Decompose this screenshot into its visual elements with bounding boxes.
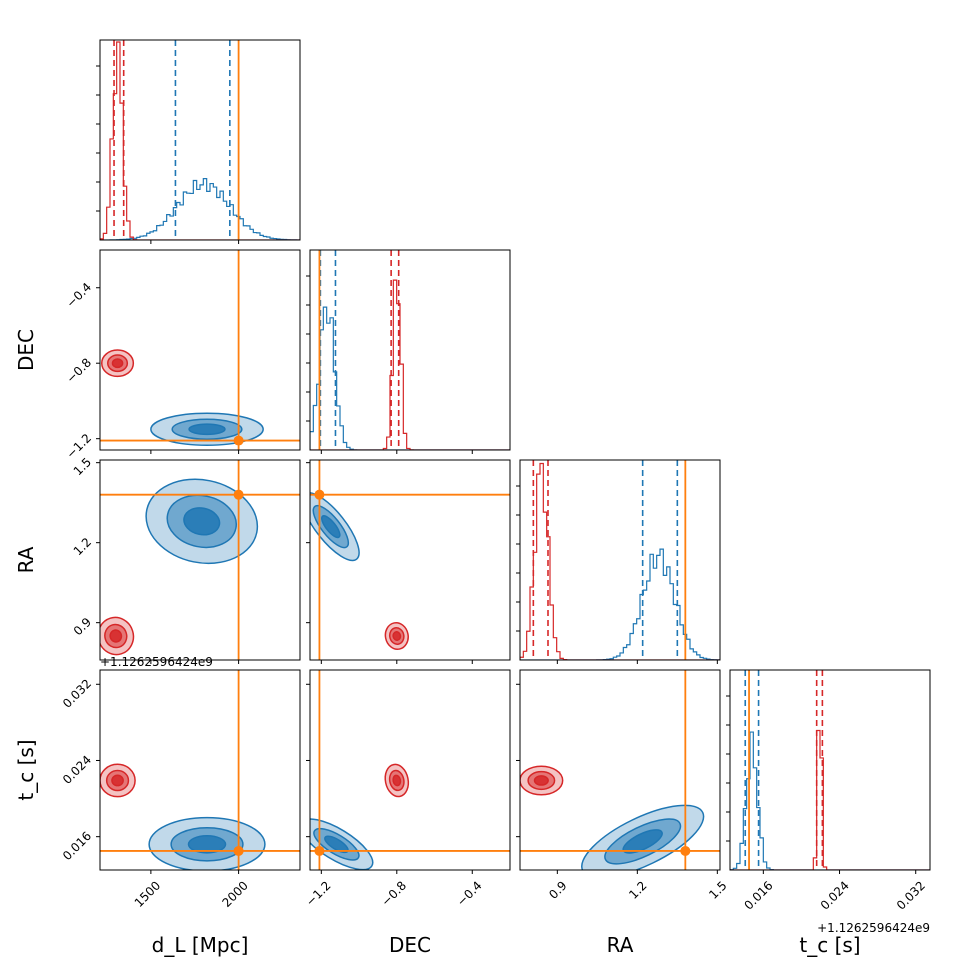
histogram-panel-DEC (306, 249, 511, 454)
x-tick-label: −0.4 (454, 878, 485, 909)
histogram-panel-dL (96, 39, 301, 244)
contour-level-0-2 (187, 835, 227, 854)
contour-level-1-2 (533, 775, 549, 786)
x-tick-label: 0.016 (741, 878, 775, 912)
y-tick-label: 1.2 (71, 535, 94, 558)
contour-level-0-2 (321, 515, 341, 539)
contour-level-1-2 (111, 774, 124, 787)
x-tick-label: 0.9 (546, 878, 569, 901)
y-tick-label: −0.8 (64, 355, 95, 386)
contour-panel-DEC-tc: −1.2 −0.8 −0.4 (303, 669, 511, 909)
histogram-panel-tc: 0.016 0.024 0.032 (726, 669, 931, 913)
contour-panel-dL-DEC: −1.2 −0.8 −0.4 (64, 249, 301, 462)
panel-frame (519, 669, 721, 871)
panel-frame (519, 459, 721, 661)
contour-level-0-2 (183, 507, 221, 536)
panel-frame (309, 669, 511, 871)
contour-panel-RA-tc: 0.9 1.2 1.5 (516, 669, 730, 902)
contour-panel-DEC-RA (306, 459, 511, 664)
truth-marker (233, 845, 244, 856)
x-offset-label: +1.1262596424e9 (817, 921, 930, 935)
x-tick-label: 1500 (132, 878, 163, 909)
x-tick-label: 2000 (219, 878, 250, 909)
x-tick-label: 0.032 (894, 878, 928, 912)
y-tick-label: 0.024 (60, 753, 94, 787)
panel-frame (99, 249, 301, 451)
x-axis-label-dL: d_L [Mpc] (152, 933, 249, 957)
y-tick-label: 0.016 (60, 829, 94, 863)
x-axis-label-DEC: DEC (389, 933, 431, 957)
x-axis-label-RA: RA (607, 933, 634, 957)
contour-level-1-2 (392, 774, 402, 787)
x-tick-label: 1.5 (706, 878, 729, 901)
x-tick-label: −1.2 (303, 878, 334, 909)
y-tick-label: −1.2 (64, 431, 95, 462)
histogram-series-1 (310, 279, 510, 450)
truth-marker (314, 489, 325, 500)
histogram-panel-RA (516, 459, 721, 664)
truth-marker (680, 845, 691, 856)
histogram-series-1 (730, 729, 930, 870)
y-tick-label: −0.4 (64, 280, 95, 311)
x-tick-label: 0.024 (818, 878, 852, 912)
contour-panel-dL-RA: 0.91.21.5 (71, 455, 301, 664)
y-offset-label: +1.1262596424e9 (100, 655, 213, 669)
panel-frame (309, 249, 511, 451)
panel-frame (99, 39, 301, 241)
x-tick-label: 1.2 (626, 878, 649, 901)
y-axis-label-DEC: DEC (14, 329, 38, 371)
truth-marker (233, 489, 244, 500)
y-tick-label: 0.9 (71, 615, 94, 638)
panel-frame (729, 669, 931, 871)
contour-level-1-2 (111, 358, 124, 369)
y-axis-label-RA: RA (14, 546, 38, 573)
histogram-series-1 (100, 41, 300, 240)
truth-marker (233, 435, 244, 446)
contour-level-1-2 (109, 629, 123, 643)
histogram-series-0 (730, 731, 930, 870)
histogram-series-0 (310, 306, 510, 450)
contour-level-0-2 (188, 423, 226, 436)
panel-frame (99, 669, 301, 871)
histogram-series-1 (520, 462, 720, 660)
x-axis-label-tc: t_c [s] (799, 933, 860, 957)
panel-frame (309, 459, 511, 661)
x-tick-label: −0.8 (379, 878, 410, 909)
y-axis-label-tc: t_c [s] (14, 739, 38, 800)
y-tick-label: 0.032 (60, 677, 94, 711)
truth-marker (314, 845, 325, 856)
contour-level-1-2 (392, 631, 402, 641)
panel-frame (99, 459, 301, 661)
contour-panel-dL-tc: 1500 2000 0.016 0.024 0.032 (60, 669, 301, 910)
histogram-series-0 (520, 548, 720, 660)
